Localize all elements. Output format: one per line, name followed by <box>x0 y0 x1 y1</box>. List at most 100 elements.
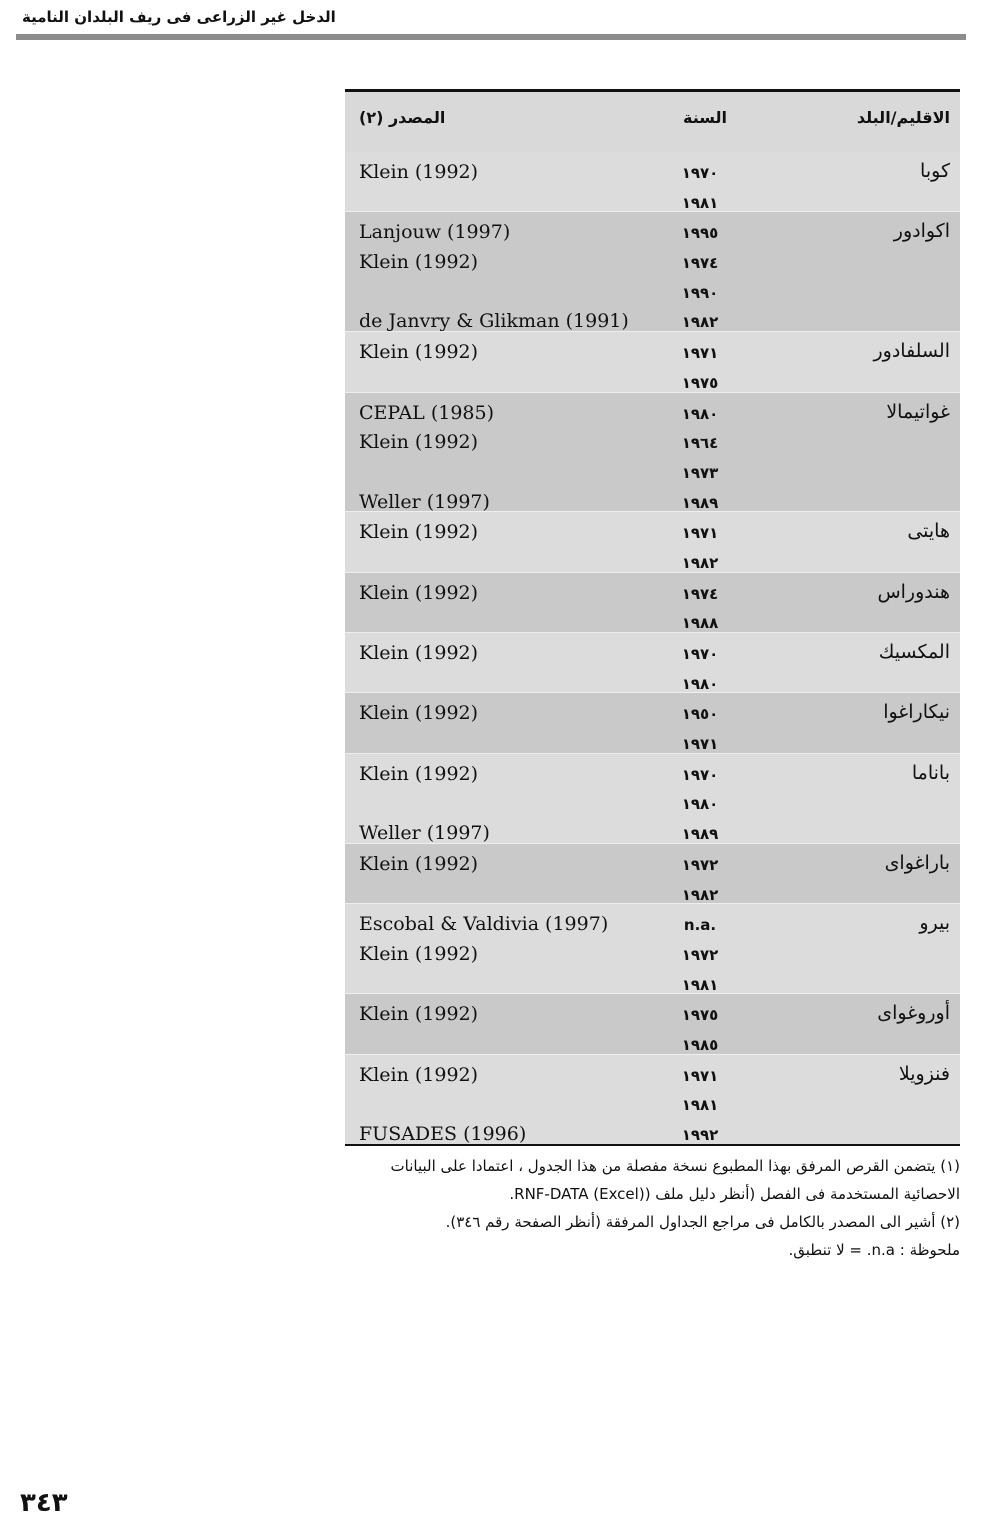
table-row: ١٩٧٤ Klein (1992) <box>345 242 960 274</box>
header-year: السنة <box>683 108 728 127</box>
table-row: ١٩٧٢ Klein (1992) <box>345 934 960 965</box>
year-cell: ١٩٧٠ <box>681 765 719 784</box>
table-body: كوبا ١٩٧٠ Klein (1992) ١٩٨١ اكوادور ١٩٩٥ Lanjo… <box>345 152 960 1145</box>
year-cell: ١٩٧١ <box>681 1066 719 1085</box>
year-cell: ١٩٨١ <box>681 975 719 994</box>
year-cell: ١٩٧١ <box>681 735 719 754</box>
country-cell: أوروغواى <box>877 1002 950 1025</box>
page-number: ٣٤٣ <box>20 1488 68 1518</box>
source-cell: Klein (1992) <box>359 702 479 725</box>
table-row: هايتى ١٩٧١ Klein (1992) <box>345 512 960 544</box>
table-row: ١٩٨٢ <box>345 542 960 572</box>
year-cell: ١٩٨٢ <box>681 553 719 572</box>
source-cell: Weller (1997) <box>359 822 490 845</box>
table-row: ١٩٧٣ <box>345 452 960 482</box>
table-row: ١٩٨١ <box>345 1084 960 1114</box>
country-cell: هايتى <box>907 520 950 543</box>
country-cell: اكوادور <box>893 220 950 243</box>
year-cell: ١٩٨١ <box>681 193 719 212</box>
table-row: غواتيمالا ١٩٨٠ CEPAL (1985) <box>345 393 960 424</box>
year-cell: ١٩٧٢ <box>681 945 719 964</box>
table-row: هندوراس ١٩٧٤ Klein (1992) <box>345 573 960 604</box>
year-cell: ١٩٧١ <box>681 344 719 363</box>
year-cell: ١٩٧١ <box>681 524 719 543</box>
source-cell: Klein (1992) <box>359 431 479 454</box>
running-head: الدخل غير الزراعى فى ريف البلدان النامية <box>22 8 336 26</box>
table-row: ١٩٨١ <box>345 964 960 994</box>
year-cell: ١٩٧٣ <box>681 463 719 482</box>
table-row: ١٩٨٩ Weller (1997) <box>345 482 960 513</box>
table-row: ١٩٨٠ <box>345 783 960 813</box>
country-group: غواتيمالا ١٩٨٠ CEPAL (1985) ١٩٦٤ Klein (1992… <box>345 391 960 513</box>
table-row: ١٩٧٥ <box>345 362 960 392</box>
country-group: اكوادور ١٩٩٥ Lanjouw (1997) ١٩٧٤ Klein (1992… <box>345 211 960 333</box>
table-row: ١٩٨٢ <box>345 874 960 904</box>
source-cell: Klein (1992) <box>359 852 479 875</box>
country-group: كوبا ١٩٧٠ Klein (1992) ١٩٨١ <box>345 152 960 212</box>
country-group: بيرو n.a. Escobal & Valdivia (1997) ١٩٧٢ Kle… <box>345 903 960 994</box>
country-cell: باناما <box>911 761 950 784</box>
source-cell: Klein (1992) <box>359 1063 479 1086</box>
header-source: المصدر (٢) <box>359 108 446 127</box>
table-row: ١٩٨٥ <box>345 1024 960 1054</box>
country-cell: هندوراس <box>877 580 950 603</box>
year-cell: ١٩٦٤ <box>681 434 719 453</box>
country-group: السلفادور ١٩٧١ Klein (1992) ١٩٧٥ <box>345 331 960 392</box>
year-cell: ١٩٧٥ <box>681 373 719 392</box>
country-group: فنزويلا ١٩٧١ Klein (1992) ١٩٨١ ١٩٩٢ FUSADES (… <box>345 1053 960 1145</box>
header-rule <box>16 34 966 40</box>
table-row: باراغواى ١٩٧٢ Klein (1992) <box>345 844 960 875</box>
country-cell: غواتيمالا <box>886 400 950 423</box>
data-table: الاقليم/البلد السنة المصدر (٢) كوبا ١٩٧٠ K… <box>345 89 960 1146</box>
year-cell: ١٩٧٠ <box>681 164 719 182</box>
country-cell: المكسيك <box>878 641 950 663</box>
table-header: الاقليم/البلد السنة المصدر (٢) <box>345 92 960 152</box>
table-row: ١٩٩٠ <box>345 272 960 302</box>
year-cell: ١٩٨٠ <box>681 674 719 693</box>
year-cell: ١٩٧٤ <box>681 254 719 273</box>
year-cell: ١٩٧٥ <box>681 1006 719 1025</box>
country-group: هايتى ١٩٧١ Klein (1992) ١٩٨٢ <box>345 511 960 572</box>
table-row: ١٩٩٢ FUSADES (1996) <box>345 1114 960 1145</box>
country-group: باراغواى ١٩٧٢ Klein (1992) ١٩٨٢ <box>345 842 960 904</box>
table-row: السلفادور ١٩٧١ Klein (1992) <box>345 332 960 364</box>
country-group: نيكاراغوا ١٩٥٠ Klein (1992) ١٩٧١ <box>345 692 960 753</box>
year-cell: ١٩٩٠ <box>681 283 719 302</box>
year-cell: ١٩٨٩ <box>681 825 719 844</box>
footnote-2: (٢) أشير الى المصدر بالكامل فى مراجع الج… <box>445 1213 960 1231</box>
year-cell: ١٩٨٠ <box>681 404 719 423</box>
source-cell: Klein (1992) <box>359 251 479 274</box>
footnote-note: ملحوظة : n.a. = لا تنطبق. <box>788 1241 961 1259</box>
source-cell: Escobal & Valdivia (1997) <box>359 913 609 936</box>
table-row: ١٩٨٠ <box>345 663 960 693</box>
source-cell: de Janvry & Glikman (1991) <box>359 310 629 333</box>
country-group: أوروغواى ١٩٧٥ Klein (1992) ١٩٨٥ <box>345 993 960 1054</box>
year-cell: ١٩٨٢ <box>681 885 719 904</box>
table-row: ١٩٨١ <box>345 182 960 212</box>
table-row: ١٩٨٨ <box>345 602 960 632</box>
table-row: ١٩٧١ <box>345 723 960 753</box>
table-row: ١٩٨٩ Weller (1997) <box>345 813 960 845</box>
header-country: الاقليم/البلد <box>856 108 950 127</box>
source-cell: FUSADES (1996) <box>359 1123 527 1145</box>
year-cell: ١٩٨٨ <box>681 614 719 633</box>
year-cell: ١٩٨٠ <box>681 795 719 814</box>
year-cell: ١٩٥٠ <box>681 705 719 724</box>
table-row: بيرو n.a. Escobal & Valdivia (1997) <box>345 904 960 936</box>
footnote-1: (١) يتضمن القرص المرفق بهذا المطبوع نسخة… <box>390 1157 960 1203</box>
table-row: كوبا ١٩٧٠ Klein (1992) <box>345 152 960 183</box>
country-cell: نيكاراغوا <box>883 701 950 724</box>
source-cell: Lanjouw (1997) <box>359 221 511 244</box>
year-cell: ١٩٧٤ <box>681 584 719 603</box>
source-cell: Klein (1992) <box>359 581 479 604</box>
country-cell: باراغواى <box>884 851 950 874</box>
year-cell: ١٩٨٩ <box>681 493 719 512</box>
year-cell: ١٩٨٢ <box>681 313 719 332</box>
source-cell: Klein (1992) <box>359 521 479 544</box>
country-cell: السلفادور <box>873 340 950 363</box>
source-cell: Klein (1992) <box>359 762 479 785</box>
country-group: المكسيك ١٩٧٠ Klein (1992) ١٩٨٠ <box>345 632 960 693</box>
year-cell: n.a. <box>683 916 717 935</box>
source-cell: Klein (1992) <box>359 341 479 364</box>
table-row: ١٩٦٤ Klein (1992) <box>345 422 960 454</box>
